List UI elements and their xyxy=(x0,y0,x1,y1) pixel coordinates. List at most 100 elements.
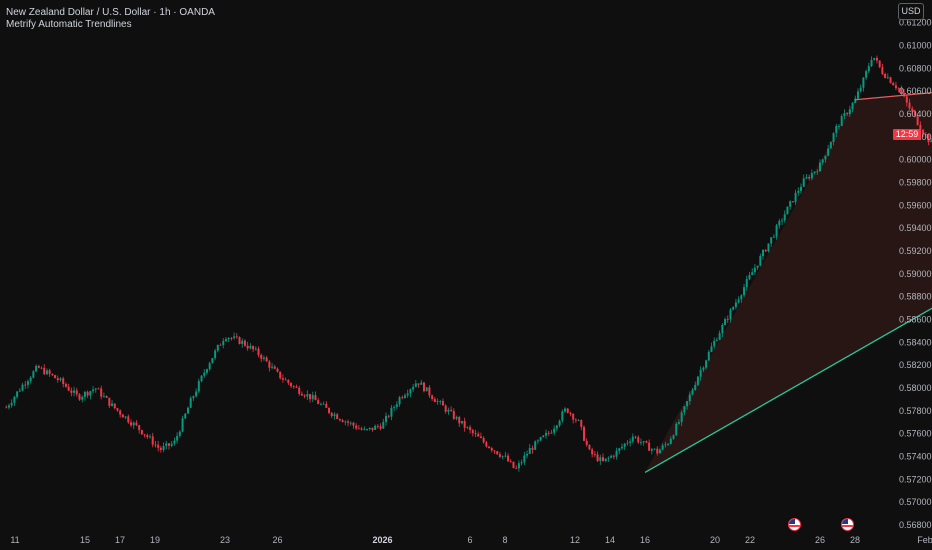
last-price-tag: 12:59 xyxy=(893,129,921,141)
candle-body xyxy=(195,391,198,397)
candle-body xyxy=(379,426,382,429)
candle-body xyxy=(781,220,784,222)
candle-body xyxy=(205,369,208,373)
candle-body xyxy=(479,436,482,438)
candle-body xyxy=(498,454,501,457)
candle-body xyxy=(385,415,387,422)
candle-body xyxy=(808,176,811,179)
candle-body xyxy=(751,272,754,275)
candle-body xyxy=(596,454,599,461)
candle-body xyxy=(262,357,265,359)
candle-body xyxy=(775,225,778,237)
candle-body xyxy=(520,462,523,464)
candle-body xyxy=(526,453,529,456)
time-tick-label: 14 xyxy=(605,535,615,545)
price-tick-label: 0.56800 xyxy=(899,520,932,530)
lower-trendline[interactable] xyxy=(644,122,932,474)
candle-body xyxy=(168,443,170,446)
candle-body xyxy=(843,113,846,117)
candle-body xyxy=(772,236,775,238)
time-tick-label: 23 xyxy=(220,535,230,545)
candle-body xyxy=(92,389,95,392)
candle-body xyxy=(40,367,43,369)
candle-body xyxy=(745,279,748,288)
candle-body xyxy=(59,378,62,381)
candle-body xyxy=(452,410,455,419)
us-flag-icon[interactable] xyxy=(841,518,854,531)
candle-body xyxy=(357,428,360,430)
candle-body xyxy=(536,440,539,442)
candle-body xyxy=(873,57,876,60)
candle-body xyxy=(805,176,808,179)
us-flag-icon[interactable] xyxy=(788,518,801,531)
price-tick-label: 0.57800 xyxy=(899,406,932,416)
candle-body xyxy=(48,370,51,374)
candle-body xyxy=(382,421,385,429)
indicator-label[interactable]: Metrify Automatic Trendlines xyxy=(6,19,132,30)
candle-body xyxy=(607,457,610,459)
time-axis[interactable]: 11151719232620266812141620222628Feb46101… xyxy=(10,535,932,545)
candle-body xyxy=(197,381,200,392)
candle-body xyxy=(165,443,168,447)
candle-body xyxy=(490,447,493,451)
candle-body xyxy=(390,407,393,417)
price-tick-label: 0.58400 xyxy=(899,337,932,347)
candle-body xyxy=(631,436,634,442)
candle-body xyxy=(485,442,488,447)
candle-body xyxy=(436,401,439,403)
currency-button[interactable]: USD xyxy=(898,3,924,20)
candle-body xyxy=(26,381,29,385)
candle-body xyxy=(848,109,851,115)
time-tick-label: 22 xyxy=(745,535,755,545)
candle-body xyxy=(615,450,618,457)
time-tick-label: Feb xyxy=(917,535,932,545)
price-tick-label: 0.61200 xyxy=(899,18,932,28)
candle-body xyxy=(97,388,100,390)
candle-body xyxy=(591,449,594,455)
candle-body xyxy=(273,366,276,369)
candle-body xyxy=(523,455,526,463)
candle-body xyxy=(762,249,765,257)
candle-body xyxy=(235,336,238,338)
candle-body xyxy=(539,437,542,441)
candle-body xyxy=(507,455,510,462)
candle-body xyxy=(211,358,214,364)
candle-body xyxy=(173,440,176,444)
candle-body xyxy=(474,433,477,434)
candle-body xyxy=(271,366,274,368)
candle-body xyxy=(840,116,843,126)
price-tick-label: 0.60600 xyxy=(899,86,932,96)
candle-body xyxy=(395,404,398,407)
candle-body xyxy=(56,378,59,381)
candle-body xyxy=(412,386,415,390)
candle-body xyxy=(214,350,217,359)
candle-body xyxy=(43,367,46,375)
time-tick-label: 17 xyxy=(115,535,125,545)
candle-body xyxy=(680,412,683,423)
candle-body xyxy=(930,140,932,143)
candle-body xyxy=(252,345,255,350)
candle-body xyxy=(425,387,428,392)
candle-body xyxy=(870,59,873,67)
candle-body xyxy=(574,419,577,421)
candle-body xyxy=(208,363,211,370)
price-tick-label: 0.59200 xyxy=(899,246,932,256)
candle-body xyxy=(661,445,664,450)
price-axis[interactable]: 0.612000.610000.608000.606000.604000.602… xyxy=(899,18,932,530)
candle-body xyxy=(555,425,558,429)
candle-body xyxy=(837,125,840,127)
candle-body xyxy=(922,129,925,134)
candle-body xyxy=(276,368,279,372)
candle-body xyxy=(477,433,480,437)
price-tick-label: 0.58600 xyxy=(899,315,932,325)
candle-body xyxy=(16,391,19,397)
candle-body xyxy=(268,361,271,368)
time-tick-label: 20 xyxy=(710,535,720,545)
upper-trendline[interactable] xyxy=(854,63,932,101)
candle-body xyxy=(889,77,892,83)
price-tick-label: 0.57000 xyxy=(899,497,932,507)
candle-body xyxy=(121,414,124,418)
candle-body xyxy=(488,446,491,448)
candle-body xyxy=(813,171,816,174)
